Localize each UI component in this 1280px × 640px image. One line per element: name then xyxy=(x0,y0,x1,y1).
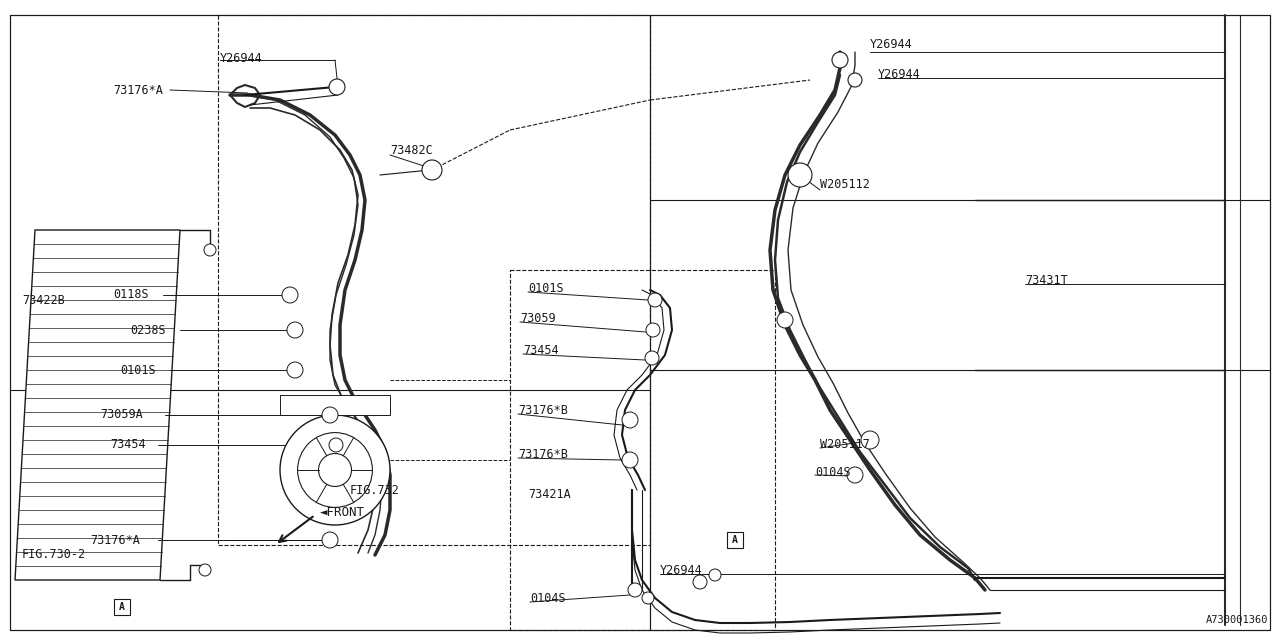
Text: 73176*B: 73176*B xyxy=(518,449,568,461)
Bar xyxy=(727,532,742,548)
Circle shape xyxy=(204,244,216,256)
Bar xyxy=(650,15,1270,630)
Text: W205112: W205112 xyxy=(820,179,870,191)
Text: 73454: 73454 xyxy=(110,438,146,451)
Circle shape xyxy=(298,433,372,508)
Circle shape xyxy=(861,431,879,449)
Text: 73431T: 73431T xyxy=(1025,273,1068,287)
Text: 73482C: 73482C xyxy=(390,143,433,157)
Text: 0238S: 0238S xyxy=(131,323,165,337)
Text: 73059A: 73059A xyxy=(100,408,143,422)
Circle shape xyxy=(319,454,352,486)
Text: 0118S: 0118S xyxy=(113,289,148,301)
Circle shape xyxy=(648,293,662,307)
Text: 73176*A: 73176*A xyxy=(90,534,140,547)
Circle shape xyxy=(422,160,442,180)
Text: 73421A: 73421A xyxy=(529,488,571,502)
Text: A730001360: A730001360 xyxy=(1206,615,1268,625)
Text: 73176*B: 73176*B xyxy=(518,403,568,417)
Bar xyxy=(114,599,131,615)
Circle shape xyxy=(287,362,303,378)
Circle shape xyxy=(849,73,861,87)
Bar xyxy=(218,15,650,545)
Circle shape xyxy=(709,569,721,581)
Text: FIG.732: FIG.732 xyxy=(349,483,399,497)
Circle shape xyxy=(692,575,707,589)
Text: Y26944: Y26944 xyxy=(878,68,920,81)
Text: 0104S: 0104S xyxy=(530,591,566,605)
Text: 73059: 73059 xyxy=(520,312,556,324)
Circle shape xyxy=(646,323,660,337)
Circle shape xyxy=(832,52,849,68)
Text: 0104S: 0104S xyxy=(815,465,851,479)
Text: Y26944: Y26944 xyxy=(870,38,913,51)
Text: 73176*A: 73176*A xyxy=(113,83,163,97)
Circle shape xyxy=(323,532,338,548)
Circle shape xyxy=(287,322,303,338)
Text: W205117: W205117 xyxy=(820,438,870,451)
Text: 0101S: 0101S xyxy=(120,364,156,376)
Text: ◄FRONT: ◄FRONT xyxy=(320,506,365,518)
Circle shape xyxy=(777,312,794,328)
Text: A: A xyxy=(732,535,739,545)
Bar xyxy=(10,15,650,630)
Circle shape xyxy=(323,407,338,423)
Circle shape xyxy=(847,467,863,483)
Circle shape xyxy=(282,287,298,303)
Circle shape xyxy=(280,415,390,525)
Text: 0101S: 0101S xyxy=(529,282,563,294)
Text: FIG.730-2: FIG.730-2 xyxy=(22,548,86,561)
Text: Y26944: Y26944 xyxy=(660,563,703,577)
Circle shape xyxy=(645,351,659,365)
Text: Y26944: Y26944 xyxy=(220,51,262,65)
Text: 73454: 73454 xyxy=(524,344,558,356)
Circle shape xyxy=(643,592,654,604)
Circle shape xyxy=(622,412,637,428)
Circle shape xyxy=(198,564,211,576)
Bar xyxy=(509,270,774,630)
Circle shape xyxy=(788,163,812,187)
Circle shape xyxy=(329,438,343,452)
Polygon shape xyxy=(15,230,180,580)
Circle shape xyxy=(622,452,637,468)
Bar xyxy=(280,395,390,415)
Text: A: A xyxy=(119,602,125,612)
Text: 73422B: 73422B xyxy=(22,294,65,307)
Circle shape xyxy=(628,583,643,597)
Circle shape xyxy=(329,79,346,95)
